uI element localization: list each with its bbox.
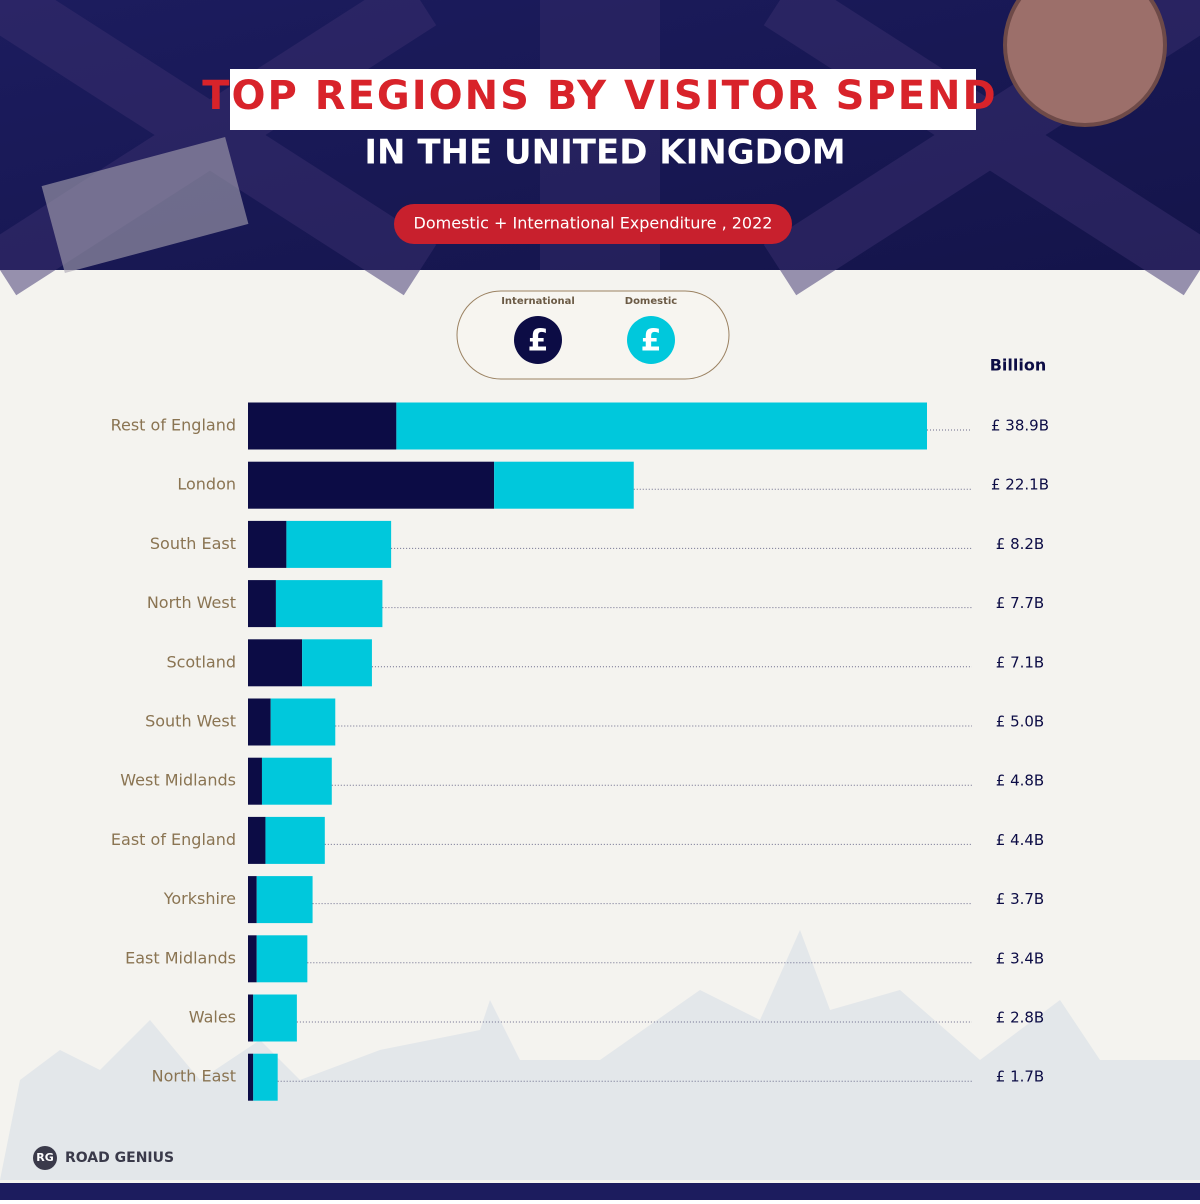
legend-label: Domestic — [625, 296, 678, 307]
legend-icon: £ — [528, 324, 549, 359]
category-label: Wales — [189, 1008, 236, 1027]
flag-pattern — [0, 0, 1200, 296]
title: TOP REGIONS BY VISITOR SPEND — [202, 73, 997, 119]
bar-segment — [248, 461, 495, 509]
bar-segment — [286, 520, 392, 568]
bar-segment — [261, 757, 332, 805]
total-label: £ 7.7B — [996, 594, 1044, 612]
category-label: East of England — [111, 830, 236, 849]
bar-segment — [248, 580, 276, 628]
category-label: Scotland — [166, 652, 236, 671]
bar-segment — [248, 816, 266, 864]
category-label: Yorkshire — [163, 889, 236, 908]
bar-segment — [248, 757, 262, 805]
legend-label: International — [501, 296, 575, 307]
bar-segment — [275, 580, 383, 628]
bar-segment — [248, 402, 397, 450]
legend-swatch — [514, 316, 562, 364]
category-label: South East — [150, 534, 236, 553]
bar-segment — [248, 1053, 254, 1101]
total-label: £ 8.2B — [996, 535, 1044, 553]
skyline — [0, 930, 1200, 1180]
total-label: £ 2.8B — [996, 1009, 1044, 1027]
pill — [394, 204, 792, 244]
total-label: £ 38.9B — [991, 417, 1049, 435]
category-label: North West — [147, 593, 236, 612]
category-label: London — [177, 475, 236, 494]
total-label: £ 1.7B — [996, 1068, 1044, 1086]
total-label: £ 22.1B — [991, 476, 1049, 494]
total-label: £ 4.8B — [996, 772, 1044, 790]
total-label: £ 3.7B — [996, 890, 1044, 908]
legend-icon: £ — [641, 324, 662, 359]
category-label: East Midlands — [125, 948, 236, 967]
bar-segment — [248, 639, 303, 687]
category-label: North East — [152, 1067, 236, 1086]
footer-band — [0, 1183, 1200, 1200]
banknotes — [41, 136, 249, 274]
logo-name: ROAD GENIUS — [65, 1150, 174, 1166]
total-label: £ 3.4B — [996, 949, 1044, 967]
category-label: South West — [145, 712, 236, 731]
logo-badge — [33, 1146, 57, 1170]
legend-box — [456, 290, 730, 380]
title-box — [230, 69, 976, 130]
logo-initials: RG — [36, 1151, 54, 1164]
bar-segment — [248, 994, 254, 1042]
bar-segment — [396, 402, 927, 450]
total-label: £ 4.4B — [996, 831, 1044, 849]
bar-segment — [265, 816, 325, 864]
subtitle: IN THE UNITED KINGDOM — [364, 133, 845, 173]
category-label: West Midlands — [120, 771, 236, 790]
bar-segment — [253, 994, 297, 1042]
pill-text: Domestic + International Expenditure , 2… — [414, 214, 773, 233]
total-label: £ 5.0B — [996, 713, 1044, 731]
unit-label: Billion — [990, 356, 1047, 375]
bar-segment — [248, 876, 257, 924]
legend-swatch — [627, 316, 675, 364]
total-label: £ 7.1B — [996, 653, 1044, 671]
bar-segment — [248, 520, 287, 568]
bar-segment — [248, 935, 257, 983]
coin — [1003, 0, 1167, 127]
bar-segment — [256, 935, 308, 983]
bar-segment — [256, 876, 313, 924]
bar-segment — [302, 639, 372, 687]
bar-segment — [270, 698, 336, 746]
bar-segment — [494, 461, 634, 509]
bar-segment — [253, 1053, 278, 1101]
bar-segment — [248, 698, 271, 746]
category-label: Rest of England — [111, 416, 236, 435]
